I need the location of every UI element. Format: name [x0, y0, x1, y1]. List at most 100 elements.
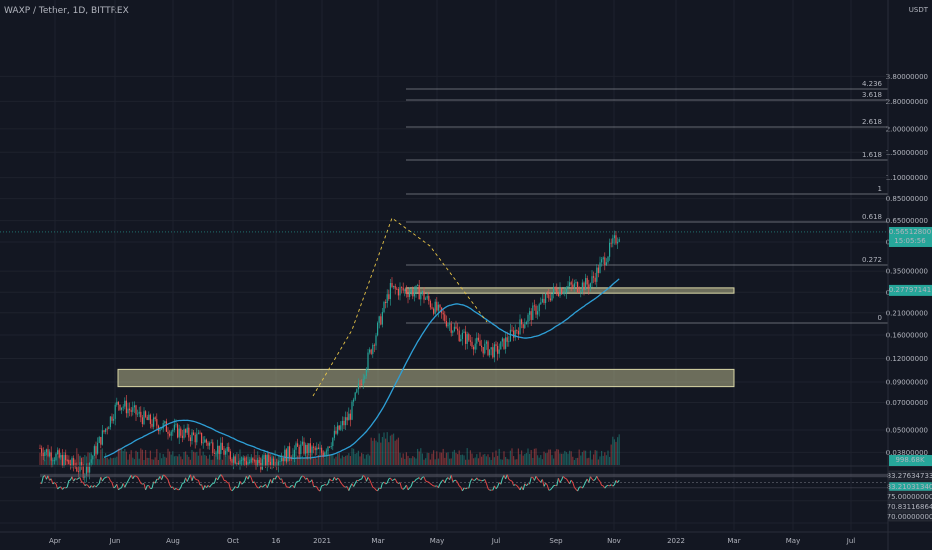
rsi-segment — [401, 487, 404, 490]
candle-body — [153, 417, 155, 427]
volume-bar — [207, 458, 209, 465]
candle-body — [236, 463, 238, 465]
volume-bar — [105, 453, 107, 465]
candle-body — [215, 453, 217, 455]
candle-body — [469, 340, 471, 342]
volume-bar — [55, 453, 57, 465]
volume-bar — [399, 452, 401, 465]
candle-body — [65, 455, 67, 461]
rsi-segment — [541, 479, 545, 487]
candle-body — [303, 441, 305, 454]
volume-bar — [133, 459, 135, 465]
volume-bar — [101, 448, 103, 465]
candle-body — [172, 429, 174, 432]
fib-label: 3.618 — [862, 91, 882, 99]
candle-body — [44, 451, 46, 457]
volume-bar — [330, 455, 332, 465]
volume-bar — [175, 455, 177, 465]
volume-bar — [458, 450, 460, 465]
candle-body — [613, 235, 615, 239]
rsi-segment — [457, 482, 460, 487]
rsi-band-lower — [40, 487, 888, 489]
rsi-segment — [289, 485, 292, 488]
rsi-segment — [425, 480, 428, 483]
candle-body — [213, 452, 215, 454]
rsi-segment — [191, 475, 195, 481]
candle-body — [249, 462, 251, 463]
volume-bar — [63, 458, 65, 465]
volume-bar — [370, 437, 372, 465]
volume-bar — [289, 455, 291, 465]
volume-bar — [429, 459, 431, 465]
volume-bar — [183, 451, 185, 465]
candle-body — [349, 413, 351, 420]
volume-bar — [389, 435, 391, 465]
rsi-segment — [138, 479, 142, 484]
candle-body — [141, 417, 143, 425]
candle-body — [396, 288, 398, 290]
price-tick: 2.00000000 — [886, 125, 928, 133]
rsi-segment — [167, 479, 171, 485]
volume-bar — [210, 459, 212, 465]
candle-body — [76, 467, 78, 472]
rsi-segment — [316, 486, 319, 491]
rsi-segment — [249, 474, 252, 478]
candle-body — [89, 462, 91, 473]
candle-body — [53, 460, 55, 462]
rsi-segment — [514, 484, 518, 486]
time-tick: May — [430, 537, 444, 545]
rsi-segment — [479, 479, 482, 482]
volume-bar — [449, 458, 451, 465]
candle-body — [85, 465, 87, 476]
candle-body — [445, 320, 447, 327]
candle-body — [173, 424, 175, 430]
candle-body — [146, 416, 148, 421]
rsi-segment — [461, 487, 465, 492]
rsi-segment — [572, 482, 575, 488]
candle-body — [497, 345, 499, 354]
candle-body — [90, 459, 92, 463]
rsi-segment — [52, 482, 55, 485]
rsi-segment — [543, 482, 547, 487]
rsi-segment — [598, 479, 601, 482]
candle-body — [116, 401, 118, 405]
candle-body — [284, 449, 286, 462]
volume-bar — [177, 456, 179, 465]
candle-body — [266, 455, 268, 466]
candle-body — [245, 461, 247, 465]
volume-bar — [593, 454, 595, 465]
candle-body — [221, 442, 223, 450]
volume-bar — [519, 454, 521, 465]
candle-body — [543, 298, 545, 304]
candle-body — [354, 392, 356, 400]
candle-body — [477, 337, 479, 341]
volume-bar — [269, 453, 271, 465]
candle-body — [583, 282, 585, 291]
candle-body — [143, 411, 145, 425]
candle-body — [405, 289, 407, 294]
volume-bar — [578, 449, 580, 465]
volume-bar — [185, 451, 187, 465]
candle-body — [188, 427, 190, 438]
volume-bar — [613, 439, 615, 465]
rsi-segment — [537, 478, 540, 481]
candle-body — [393, 285, 395, 287]
rsi-segment — [535, 475, 539, 479]
candle-body — [567, 286, 569, 288]
candle-body — [529, 311, 531, 315]
volume-bar — [372, 440, 374, 465]
candle-body — [58, 450, 60, 458]
volume-bar — [381, 436, 383, 465]
volume-bar — [586, 458, 588, 465]
volume-bar — [194, 452, 196, 465]
candle-body — [434, 301, 436, 314]
volume-bar — [202, 451, 204, 465]
candle-body — [255, 459, 257, 467]
candle-body — [66, 460, 68, 461]
volume-bar — [601, 450, 603, 465]
candle-body — [370, 349, 372, 354]
candle-body — [268, 455, 270, 462]
volume-bar — [201, 455, 203, 465]
candle-body — [516, 329, 518, 331]
